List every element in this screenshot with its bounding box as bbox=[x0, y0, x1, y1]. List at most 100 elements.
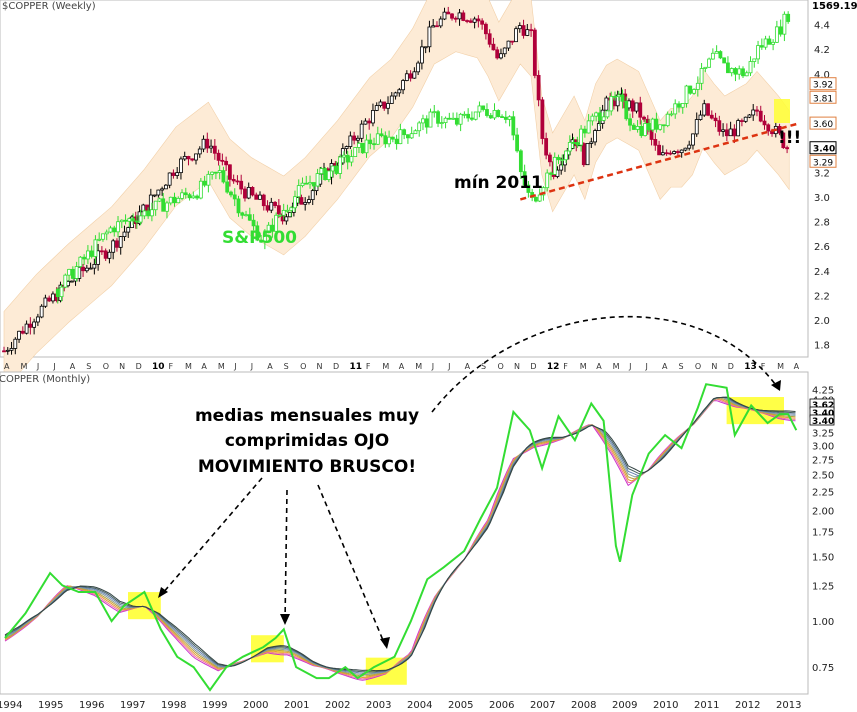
copper-candle-body bbox=[96, 250, 101, 265]
copper-candle-body bbox=[254, 194, 259, 200]
x-tick-label: D bbox=[136, 362, 142, 371]
copper-candle-body bbox=[743, 116, 748, 122]
y-tick-label: 2.6 bbox=[814, 242, 830, 253]
sp500-candle-body bbox=[778, 26, 783, 35]
price-tag-box bbox=[809, 116, 837, 130]
sp500-candle-body bbox=[466, 113, 471, 119]
copper-candle-body bbox=[664, 152, 669, 155]
sp500-candle-body bbox=[756, 45, 760, 60]
copper-candle-body bbox=[495, 49, 500, 59]
sp500-candle-body bbox=[417, 122, 422, 132]
sp500-candle-body bbox=[692, 89, 696, 94]
copper-candle-body bbox=[431, 25, 436, 28]
sp500-candle-body bbox=[428, 111, 433, 128]
monthly-x-axis: 1994 1995 1996 1997 1998 1999 2000 2001 2002 2003… bbox=[0, 700, 801, 711]
sp500-candle-body bbox=[398, 129, 403, 145]
x-tick-label: 2009 bbox=[612, 700, 637, 711]
copper-candle-body bbox=[386, 103, 390, 109]
copper-candle-body bbox=[81, 266, 85, 272]
copper-candle-body bbox=[438, 18, 443, 27]
copper-candle-body bbox=[713, 117, 718, 122]
x-tick-label: J bbox=[431, 362, 434, 371]
sp500-candle-body bbox=[439, 122, 444, 125]
copper-candle-body bbox=[630, 100, 635, 112]
copper-candle-body bbox=[17, 330, 21, 340]
copper-candle-body bbox=[99, 250, 104, 253]
sp500-candle-body bbox=[319, 168, 324, 174]
copper-candle-body bbox=[559, 164, 564, 171]
x-tick-label: 2003 bbox=[366, 700, 391, 711]
copper-candle-body bbox=[258, 194, 262, 200]
copper-candle-body bbox=[585, 143, 590, 166]
sp500-candle-body bbox=[304, 182, 309, 185]
y-tick-label: 4.0 bbox=[814, 70, 830, 81]
sp500-candle-body bbox=[575, 142, 580, 146]
sp500-candle-body bbox=[364, 139, 369, 154]
sp500-candle-body bbox=[251, 219, 256, 227]
sp500-candle-body bbox=[375, 133, 380, 145]
copper-candle-body bbox=[657, 144, 661, 156]
copper-candle-body bbox=[163, 184, 168, 190]
copper-candle-body bbox=[732, 128, 737, 137]
sp500-candle-body bbox=[598, 112, 602, 121]
x-tick-label: J bbox=[628, 362, 631, 371]
sp500-candle-body bbox=[786, 13, 791, 22]
sp500-candle-body bbox=[153, 200, 158, 211]
y-tick-label: 1.25 bbox=[812, 581, 834, 592]
copper-candle-body bbox=[186, 156, 191, 160]
copper-candle-body bbox=[717, 120, 722, 132]
sp500-candle-body bbox=[635, 126, 640, 130]
copper-candle-body bbox=[239, 180, 244, 190]
x-tick-label: D bbox=[728, 362, 734, 371]
sp500-candle-body bbox=[78, 256, 83, 267]
x-tick-label: 11 bbox=[349, 362, 362, 372]
sp500-candle-body bbox=[669, 113, 674, 116]
x-tick-label: M bbox=[415, 362, 422, 371]
sp500-candle-body bbox=[86, 250, 90, 260]
sp500-candle-body bbox=[741, 68, 745, 77]
copper-candle-body bbox=[536, 75, 541, 101]
sp500-candle-body bbox=[259, 239, 263, 243]
sp500-candle-body bbox=[112, 227, 117, 233]
copper-candle-body bbox=[698, 114, 703, 120]
sp500-candle-body bbox=[89, 250, 94, 257]
sp500-candle-body bbox=[609, 95, 614, 112]
copper-candle-body bbox=[540, 99, 545, 139]
copper-candle-body bbox=[269, 201, 274, 211]
x-tick-label: 1996 bbox=[79, 700, 104, 711]
weekly-x-axis: A M J J A S O N D 10 F M A M J J A S O N D 11 F M A M J J A S O N D 12 F M A… bbox=[4, 362, 800, 372]
copper-candle-body bbox=[209, 145, 213, 149]
x-tick-label: J bbox=[250, 362, 253, 371]
sp500-value-label: 1569.19 bbox=[812, 1, 857, 12]
sp500-candle-body bbox=[334, 165, 339, 174]
sp500-candle-body bbox=[665, 113, 670, 127]
copper-candle-body bbox=[502, 47, 507, 55]
sp500-candle-body bbox=[447, 117, 452, 120]
x-tick-label: S bbox=[86, 362, 91, 371]
x-tick-label: 10 bbox=[152, 362, 165, 372]
sp500-candle-body bbox=[198, 180, 203, 199]
copper-candle-body bbox=[13, 338, 18, 349]
x-tick-label: F bbox=[563, 362, 568, 371]
sp500-candle-body bbox=[300, 182, 305, 187]
copper-candle-body bbox=[355, 137, 360, 141]
x-tick-label: M bbox=[613, 362, 620, 371]
copper-candle-body bbox=[593, 130, 597, 143]
copper-candle-body bbox=[785, 147, 789, 150]
sp500-candle-body bbox=[511, 116, 516, 136]
arrow-2003 bbox=[317, 484, 386, 646]
copper-candle-body bbox=[687, 144, 692, 149]
copper-candle-body bbox=[382, 101, 387, 109]
arrowhead-2013 bbox=[771, 380, 781, 391]
sp500-candle-body bbox=[225, 181, 230, 193]
sp500-candle-body bbox=[67, 268, 71, 276]
copper-candle-body bbox=[728, 128, 733, 137]
sp500-candle-body bbox=[782, 13, 787, 35]
y-tick-label: 2.50 bbox=[812, 471, 834, 482]
sp500-candle-body bbox=[266, 224, 271, 234]
x-tick-label: F bbox=[366, 362, 371, 371]
sp500-candle-body bbox=[116, 221, 120, 233]
sp500-candle-body bbox=[454, 117, 459, 125]
copper-candle-body bbox=[224, 160, 229, 166]
sp500-candle-body bbox=[451, 117, 455, 120]
